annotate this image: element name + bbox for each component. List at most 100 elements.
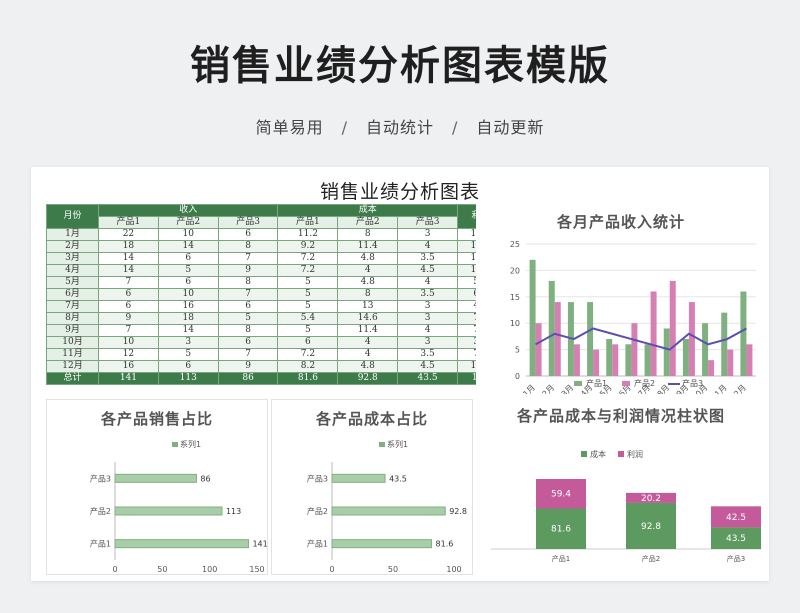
table-cell: 11.4 bbox=[337, 240, 399, 253]
x-tick-label: 11月 bbox=[709, 383, 728, 394]
table-cell: 3 bbox=[397, 228, 458, 241]
month-cell: 3月 bbox=[46, 252, 99, 265]
col-cost-product1: 产品1 bbox=[277, 216, 339, 229]
x-tick-label: 9月 bbox=[675, 383, 691, 394]
bar-product1 bbox=[548, 280, 555, 376]
table-cell: 4 bbox=[337, 264, 399, 277]
bar-product1 bbox=[644, 344, 651, 376]
x-tick-label: 产品1 bbox=[552, 554, 570, 563]
x-tick-label: 0 bbox=[329, 565, 334, 574]
y-tick-label: 产品2 bbox=[90, 506, 111, 516]
col-income-product1: 产品1 bbox=[98, 216, 159, 229]
table-cell: 7 bbox=[217, 348, 279, 361]
bar-product1 bbox=[682, 339, 689, 376]
group-cost: 成本 bbox=[277, 204, 458, 217]
table-cell: 4 bbox=[397, 324, 458, 337]
table-cell: 7 bbox=[217, 252, 279, 265]
y-tick-label: 产品1 bbox=[90, 539, 111, 549]
table-cell: 6 bbox=[217, 228, 279, 241]
table-cell: 6 bbox=[157, 276, 219, 289]
table-cell: 3.5 bbox=[397, 252, 458, 265]
x-tick-label: 6月 bbox=[617, 383, 633, 394]
table-cell: 7.2 bbox=[277, 264, 339, 277]
month-cell: 12月 bbox=[46, 360, 99, 373]
table-cell: 3 bbox=[397, 312, 458, 325]
table-cell: 9 bbox=[217, 264, 279, 277]
month-cell: 6月 bbox=[46, 288, 99, 301]
table-cell: 4.8 bbox=[337, 252, 399, 265]
group-income: 收入 bbox=[97, 204, 279, 217]
data-label: 113 bbox=[226, 507, 241, 516]
table-cell: 14 bbox=[98, 264, 159, 277]
bar-product1 bbox=[702, 323, 709, 376]
bar-product2 bbox=[746, 344, 753, 376]
table-cell: 13 bbox=[337, 300, 399, 313]
table-cell: 4 bbox=[397, 276, 458, 289]
bar-product1 bbox=[606, 339, 613, 376]
bar-product2 bbox=[573, 344, 580, 376]
x-tick-label: 产品3 bbox=[727, 554, 745, 563]
table-cell: 16 bbox=[98, 360, 159, 373]
table-cell: 7 bbox=[98, 276, 159, 289]
legend-label: 系列1 bbox=[180, 439, 201, 449]
table-cell: 4 bbox=[397, 240, 458, 253]
y-tick-label: 产品2 bbox=[307, 506, 328, 516]
page-title: 销售业绩分析图表模版 bbox=[190, 43, 610, 89]
sales-share-chart: 各产品销售占比 系列1 0 50 100 150 产品1 141 产品2 113 产品3 86 bbox=[46, 399, 268, 575]
legend-label: 产品1 bbox=[586, 378, 607, 388]
table-cell: 8 bbox=[337, 228, 399, 241]
bar-product2 bbox=[554, 302, 561, 376]
bar-product1 bbox=[740, 291, 747, 376]
bar-product2 bbox=[631, 323, 638, 376]
table-cell: 14 bbox=[98, 252, 159, 265]
bar-product2 bbox=[612, 344, 619, 376]
legend-swatch bbox=[172, 442, 178, 447]
legend-swatch bbox=[574, 381, 582, 386]
col-month: 月份 bbox=[46, 204, 99, 229]
month-cell: 9月 bbox=[46, 324, 99, 337]
monthly-income-chart: 各月产品收入统计 0 5 10 15 20 25 1月 2月 3月 4月 5月 6月 7月 8月 9月 10月… bbox=[476, 204, 766, 394]
data-label: 86 bbox=[200, 474, 210, 483]
cost-profit-chart: 各产品成本与利润情况柱状图 成本 利润 81.6 59.4 产品1 92.8 20.2 产品2… bbox=[476, 399, 766, 575]
y-tick-label: 产品3 bbox=[90, 473, 111, 483]
y-tick-label: 产品1 bbox=[307, 539, 328, 549]
data-label: 92.8 bbox=[449, 507, 467, 516]
table-cell: 3 bbox=[157, 336, 219, 349]
legend-label: 利润 bbox=[627, 449, 643, 459]
feature-tags: 简单易用 / 自动统计 / 自动更新 bbox=[0, 114, 800, 138]
table-row: 10月10366433.5 bbox=[46, 336, 504, 349]
month-cell: 2月 bbox=[46, 240, 99, 253]
x-tick-label: 8月 bbox=[656, 383, 672, 394]
bar-product1 bbox=[529, 259, 536, 376]
bar bbox=[114, 539, 249, 549]
table-cell: 5 bbox=[217, 312, 279, 325]
bar-product1 bbox=[721, 312, 728, 376]
bar bbox=[331, 539, 433, 549]
table-cell: 10 bbox=[98, 336, 159, 349]
table-cell: 7 bbox=[98, 324, 159, 337]
month-cell: 1月 bbox=[46, 228, 99, 241]
table-cell: 6 bbox=[217, 336, 279, 349]
table-cell: 9 bbox=[98, 312, 159, 325]
legend-swatch bbox=[379, 442, 385, 447]
col-income-product2: 产品2 bbox=[157, 216, 219, 229]
col-cost-product3: 产品3 bbox=[397, 216, 458, 229]
x-tick-label: 5月 bbox=[598, 383, 614, 394]
data-label: 59.4 bbox=[551, 490, 571, 500]
total-cell: 86 bbox=[217, 372, 279, 385]
x-tick-label: 50 bbox=[157, 565, 167, 574]
table-cell: 11.4 bbox=[337, 324, 399, 337]
table-cell: 7.2 bbox=[277, 252, 339, 265]
bar-product2 bbox=[708, 360, 715, 376]
total-cell: 92.8 bbox=[337, 372, 399, 385]
x-tick-label: 50 bbox=[388, 565, 398, 574]
table-cell: 14.6 bbox=[337, 312, 399, 325]
legend-label: 成本 bbox=[590, 449, 606, 459]
data-label: 20.2 bbox=[641, 494, 661, 504]
feature-tag: 自动更新 bbox=[476, 118, 545, 137]
bar bbox=[114, 506, 223, 516]
